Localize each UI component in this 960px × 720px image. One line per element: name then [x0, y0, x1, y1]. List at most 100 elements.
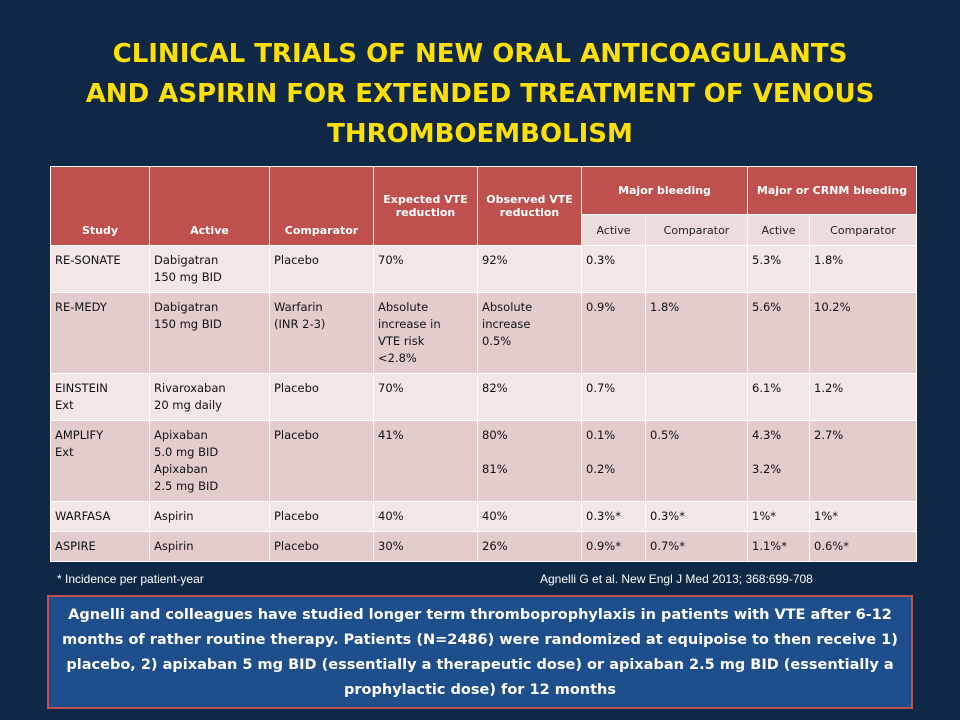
cell-observed: 80% 81%: [477, 420, 582, 502]
cell-line: [482, 444, 577, 461]
cell-line: 0.7%*: [650, 539, 685, 553]
subheader-crnm-comparator: Comparator: [808, 214, 918, 246]
table-row: ASPIRE Aspirin Placebo 30% 26% 0.9%* 0.7%* 1.1%…: [50, 531, 918, 562]
cell-line: 26%: [482, 539, 508, 553]
cell-expected: 41%: [373, 420, 478, 502]
cell-mb-comparator: 0.3%*: [645, 501, 748, 532]
table-row: AMPLIFY Ext Apixaban 5.0 mg BID Apixaban 2.5 …: [50, 420, 918, 502]
cell-expected: 70%: [373, 245, 478, 293]
cell-line: Placebo: [274, 253, 319, 267]
cell-line: 0.5%: [650, 428, 680, 442]
cell-line: 0.2%: [586, 462, 616, 476]
cell-active: Aspirin: [149, 531, 270, 562]
cell-line: 81%: [482, 462, 508, 476]
cell-crnm-active: 5.3%: [747, 245, 810, 293]
cell-line: Aspirin: [154, 539, 194, 553]
cell-study: RE-SONATE: [50, 245, 150, 293]
cell-line: increase in: [378, 317, 441, 331]
cell-line: 1%*: [752, 509, 776, 523]
subheader-major-active: Active: [581, 214, 646, 246]
cell-crnm-active: 1%*: [747, 501, 810, 532]
cell-mb-comparator: [645, 373, 748, 421]
cell-line: 2.7%: [814, 428, 844, 442]
cell-line: 0.6%*: [814, 539, 849, 553]
header-major-bleeding: Major bleeding: [581, 166, 748, 215]
cell-line: RE-SONATE: [55, 253, 121, 267]
cell-expected: 30%: [373, 531, 478, 562]
cell-mb-comparator: 1.8%: [645, 292, 748, 374]
cell-study: EINSTEIN Ext: [50, 373, 150, 421]
cell-mb-active: 0.9%: [581, 292, 646, 374]
cell-crnm-active: 1.1%*: [747, 531, 810, 562]
cell-line: 1.8%: [814, 253, 844, 267]
cell-line: Warfarin: [274, 300, 323, 314]
cell-line: 5.6%: [752, 300, 782, 314]
cell-line: Apixaban: [154, 428, 208, 442]
header-study: Study: [50, 166, 150, 246]
cell-line: 0.3%*: [650, 509, 685, 523]
cell-active: Dabigatran 150 mg BID: [149, 245, 270, 293]
cell-crnm-comparator: 1.2%: [808, 373, 918, 421]
cell-crnm-comparator: 10.2%: [808, 292, 918, 374]
cell-line: 150 mg BID: [154, 317, 222, 331]
title-line-3: THROMBOEMBOLISM: [327, 119, 633, 149]
cell-observed: 26%: [477, 531, 582, 562]
cell-line: Dabigatran: [154, 300, 219, 314]
cell-crnm-comparator: 2.7%: [808, 420, 918, 502]
cell-line: increase: [482, 317, 531, 331]
cell-line: 0.3%: [586, 253, 616, 267]
cell-comparator: Placebo: [269, 373, 374, 421]
table-row: EINSTEIN Ext Rivaroxaban 20 mg daily Placebo…: [50, 373, 918, 421]
cell-comparator: Placebo: [269, 420, 374, 502]
cell-line: Apixaban: [154, 462, 208, 476]
cell-study: RE-MEDY: [50, 292, 150, 374]
cell-line: 5.3%: [752, 253, 782, 267]
cell-mb-active: 0.3%*: [581, 501, 646, 532]
cell-mb-comparator: 0.5%: [645, 420, 748, 502]
cell-comparator: Placebo: [269, 245, 374, 293]
trials-table-body: RE-SONATE Dabigatran 150 mg BID Placebo 70% 9…: [50, 245, 918, 562]
cell-mb-active: 0.7%: [581, 373, 646, 421]
cell-line: 4.3%: [752, 428, 782, 442]
slide-title: CLINICAL TRIALS OF NEW ORAL ANTICOAGULAN…: [40, 34, 920, 154]
cell-line: Absolute: [378, 300, 429, 314]
cell-line: [752, 444, 805, 461]
cell-line: WARFASA: [55, 509, 111, 523]
cell-line: 92%: [482, 253, 508, 267]
cell-line: 40%: [378, 509, 404, 523]
citation: Agnelli G et al. New Engl J Med 2013; 36…: [540, 572, 813, 586]
cell-line: Placebo: [274, 509, 319, 523]
cell-line: Placebo: [274, 428, 319, 442]
cell-line: 6.1%: [752, 381, 782, 395]
cell-line: 30%: [378, 539, 404, 553]
cell-crnm-comparator: 0.6%*: [808, 531, 918, 562]
cell-line: Dabigatran: [154, 253, 219, 267]
cell-line: 1%*: [814, 509, 838, 523]
subheader-major-comparator: Comparator: [645, 214, 748, 246]
cell-line: 82%: [482, 381, 508, 395]
cell-study: WARFASA: [50, 501, 150, 532]
cell-expected: Absolute increase in VTE risk <2.8%: [373, 292, 478, 374]
cell-line: 3.2%: [752, 462, 782, 476]
cell-line: 5.0 mg BID: [154, 445, 219, 459]
cell-active: Apixaban 5.0 mg BID Apixaban 2.5 mg BID: [149, 420, 270, 502]
cell-line: Placebo: [274, 381, 319, 395]
cell-line: 150 mg BID: [154, 270, 222, 284]
header-comparator: Comparator: [269, 166, 374, 246]
cell-comparator: Warfarin (INR 2-3): [269, 292, 374, 374]
cell-active: Dabigatran 150 mg BID: [149, 292, 270, 374]
cell-line: (INR 2-3): [274, 317, 326, 331]
cell-active: Aspirin: [149, 501, 270, 532]
cell-line: 0.7%: [586, 381, 616, 395]
cell-observed: 40%: [477, 501, 582, 532]
cell-line: 2.5 mg BID: [154, 479, 219, 493]
cell-line: VTE risk: [378, 334, 425, 348]
subheader-crnm-active: Active: [747, 214, 810, 246]
summary-box: Agnelli and colleagues have studied long…: [47, 595, 913, 709]
cell-line: [586, 444, 641, 461]
cell-study: AMPLIFY Ext: [50, 420, 150, 502]
cell-mb-active: 0.3%: [581, 245, 646, 293]
cell-crnm-comparator: 1.8%: [808, 245, 918, 293]
cell-crnm-active: 6.1%: [747, 373, 810, 421]
cell-comparator: Placebo: [269, 501, 374, 532]
